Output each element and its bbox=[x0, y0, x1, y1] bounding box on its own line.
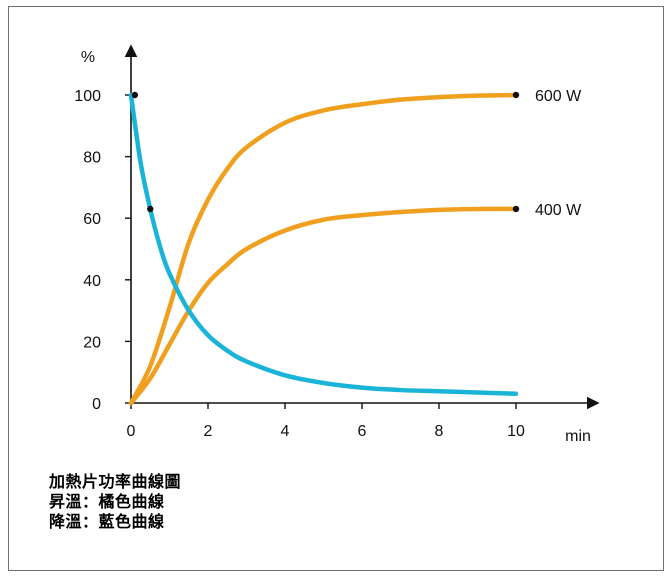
data-point-marker bbox=[512, 205, 520, 213]
series-line-400-w bbox=[128, 206, 519, 406]
x-tick-label: 10 bbox=[507, 423, 525, 440]
series-label: 600 W bbox=[535, 88, 582, 105]
figure-frame bbox=[8, 6, 664, 571]
data-point-marker bbox=[147, 205, 154, 213]
y-tick-label: 80 bbox=[83, 150, 101, 167]
x-tick-label: 8 bbox=[435, 423, 444, 440]
x-tick-label: 4 bbox=[281, 423, 290, 440]
y-tick-label: 0 bbox=[92, 396, 101, 413]
data-point-marker bbox=[512, 91, 520, 99]
series-line-600-w bbox=[128, 92, 519, 406]
x-tick-label: 2 bbox=[204, 423, 213, 440]
x-tick-label: 6 bbox=[358, 423, 367, 440]
y-tick-label: 40 bbox=[83, 273, 101, 290]
y-tick-label: 100 bbox=[74, 88, 101, 105]
chart-caption-title: 加熱片功率曲線圖 bbox=[49, 472, 182, 491]
y-tick-label: 60 bbox=[83, 211, 101, 228]
x-tick-label: 0 bbox=[127, 423, 136, 440]
y-axis-label: % bbox=[81, 49, 95, 66]
x-axis-label: min bbox=[565, 428, 591, 445]
chart-caption-cooling: 降溫：藍色曲線 bbox=[49, 512, 165, 531]
series-label: 400 W bbox=[535, 202, 582, 219]
series-line-cooling bbox=[128, 92, 519, 397]
data-point-marker bbox=[131, 91, 139, 99]
y-tick-label: 20 bbox=[83, 334, 101, 351]
chart-caption-heating: 昇溫：橘色曲線 bbox=[49, 492, 165, 511]
